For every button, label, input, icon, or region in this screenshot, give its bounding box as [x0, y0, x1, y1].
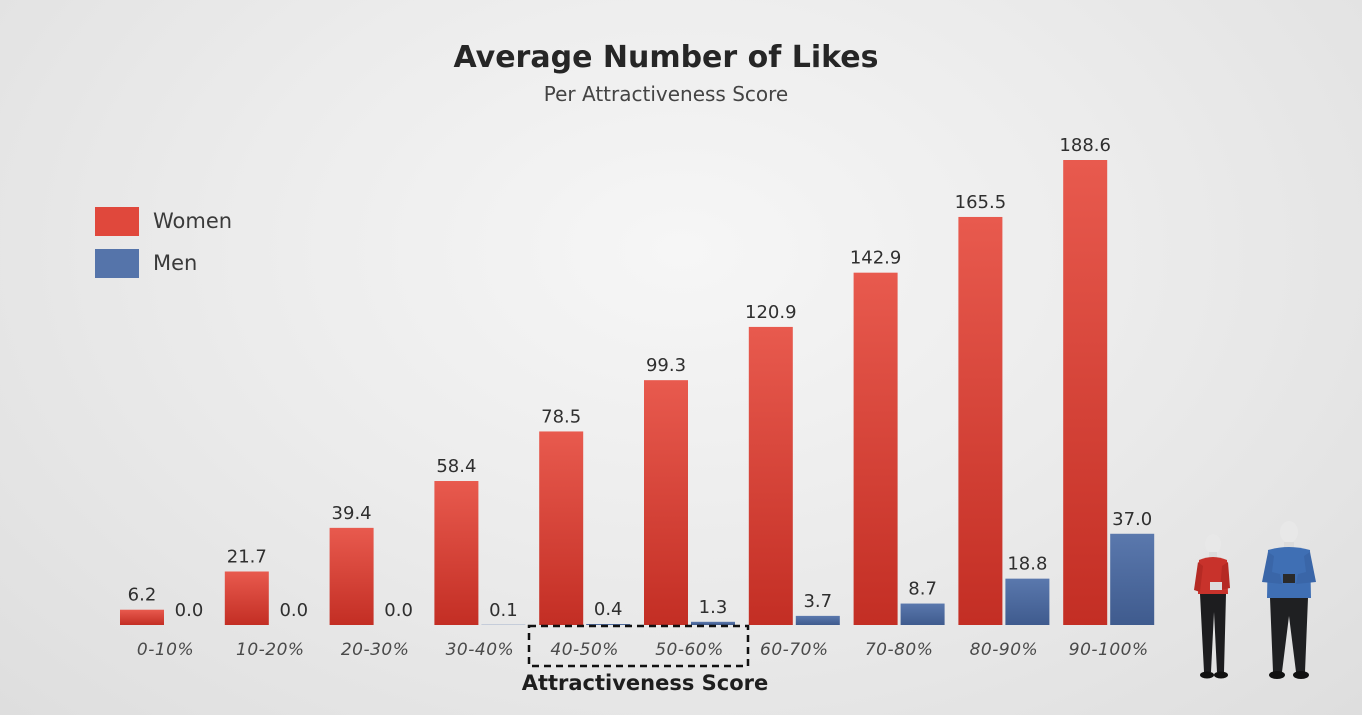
legend-item-women: Women: [95, 200, 232, 242]
legend-label-men: Men: [153, 251, 198, 275]
bar-women-0-10%: [120, 609, 164, 625]
data-label-men-90-100%: 37.0: [1112, 509, 1152, 530]
data-label-women-30-40%: 58.4: [436, 456, 476, 477]
bar-women-80-90%: [958, 216, 1003, 626]
legend-swatch-women: [95, 206, 139, 236]
bar-men-90-100%: [1110, 533, 1155, 625]
x-tick-label-0-10%: 0-10%: [137, 640, 194, 660]
data-label-women-60-70%: 120.9: [745, 302, 797, 323]
legend-swatch-men: [95, 248, 139, 278]
data-label-women-40-50%: 78.5: [541, 406, 581, 427]
data-label-men-70-80%: 8.7: [908, 579, 937, 600]
data-label-men-80-90%: 18.8: [1007, 554, 1047, 575]
bar-women-20-30%: [329, 527, 374, 625]
x-tick-label-10-20%: 10-20%: [236, 640, 305, 660]
data-label-men-60-70%: 3.7: [803, 591, 832, 612]
data-label-women-20-30%: 39.4: [332, 503, 372, 524]
legend: Women Men: [95, 200, 232, 284]
bar-women-70-80%: [853, 272, 898, 625]
bar-men-60-70%: [795, 615, 840, 625]
data-label-men-20-30%: 0.0: [384, 600, 413, 621]
bar-men-70-80%: [900, 603, 945, 625]
woman-figure-icon: [1194, 534, 1230, 679]
x-tick-label-40-50%: 40-50%: [550, 640, 619, 660]
x-tick-label-70-80%: 70-80%: [865, 640, 934, 660]
data-label-men-30-40%: 0.1: [489, 600, 518, 621]
data-label-women-70-80%: 142.9: [850, 248, 902, 269]
legend-item-men: Men: [95, 242, 232, 284]
data-label-women-90-100%: 188.6: [1059, 135, 1111, 156]
bar-men-40-50%: [586, 624, 631, 625]
x-tick-label-90-100%: 90-100%: [1069, 640, 1149, 660]
x-tick-label-50-60%: 50-60%: [655, 640, 724, 660]
data-label-women-80-90%: 165.5: [955, 192, 1007, 213]
data-label-men-10-20%: 0.0: [279, 600, 308, 621]
data-label-men-50-60%: 1.3: [699, 597, 728, 618]
data-label-men-0-10%: 0.0: [175, 600, 204, 621]
data-label-women-10-20%: 21.7: [227, 546, 267, 567]
x-tick-label-30-40%: 30-40%: [446, 640, 515, 660]
bar-women-90-100%: [1063, 160, 1108, 625]
data-label-men-40-50%: 0.4: [594, 599, 623, 620]
data-label-women-50-60%: 99.3: [646, 355, 686, 376]
bar-women-60-70%: [748, 326, 793, 625]
legend-label-women: Women: [153, 209, 233, 233]
bar-women-50-60%: [644, 380, 688, 625]
bar-women-40-50%: [539, 431, 584, 625]
chart-subtitle: Per Attractiveness Score: [543, 82, 789, 106]
highlight-box: [527, 624, 750, 668]
bar-men-80-90%: [1005, 578, 1050, 625]
x-tick-label-80-90%: 80-90%: [970, 640, 1039, 660]
x-tick-label-20-30%: 20-30%: [341, 640, 410, 660]
chart-title: Average Number of Likes: [453, 40, 879, 75]
bar-women-30-40%: [434, 481, 479, 625]
bar-men-50-60%: [691, 621, 735, 625]
x-axis-label: Attractiveness Score: [522, 671, 769, 695]
bar-women-10-20%: [224, 571, 269, 625]
man-figure-icon: [1262, 521, 1316, 679]
x-tick-label-60-70%: 60-70%: [760, 640, 829, 660]
data-label-women-0-10%: 6.2: [128, 585, 157, 606]
